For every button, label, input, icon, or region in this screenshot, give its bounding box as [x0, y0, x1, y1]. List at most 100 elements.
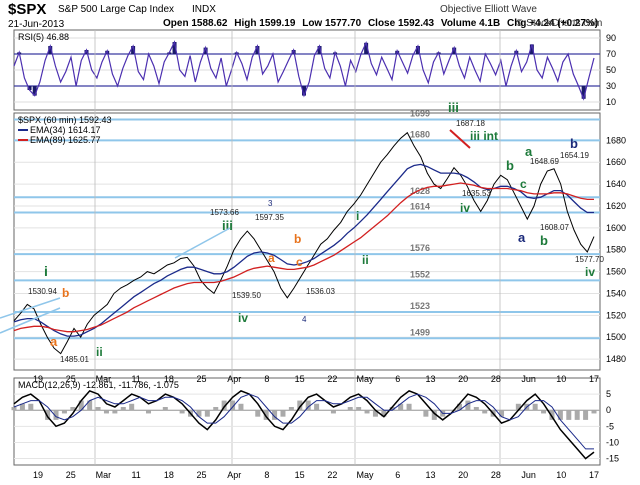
macd-x-label: Jun — [521, 470, 536, 480]
price-series-line — [13, 182, 594, 333]
macd-histogram-bar — [162, 407, 168, 411]
macd-x-label: 11 — [131, 470, 140, 480]
macd-histogram-bar — [574, 410, 580, 420]
fib-level-label: 1699 — [410, 109, 430, 119]
macd-histogram-bar — [103, 410, 109, 414]
fib-level-label: 1628 — [410, 186, 430, 196]
wave-annotation: a — [518, 230, 526, 245]
price-x-label: 11 — [131, 374, 140, 384]
price-x-label: 28 — [491, 374, 501, 384]
wave-annotation: 1648.69 — [530, 157, 559, 166]
wave-annotation: b — [294, 232, 301, 246]
date: 21-Jun-2013 — [8, 19, 65, 30]
fib-level-label: 1680 — [410, 129, 430, 139]
panel-frame-price — [13, 112, 601, 371]
volume-value: 4.1B — [479, 18, 501, 29]
price-tick-label: 1580 — [606, 245, 626, 255]
price-legend: $SPX (60 min) 1592.43 — [18, 115, 112, 125]
fib-level-label: 1523 — [410, 301, 430, 311]
macd-legend: MACD(12,26,9) -12.861, -11.786, -1.075 — [18, 380, 179, 390]
macd-histogram-bar — [347, 407, 353, 411]
volume-label: Volume — [440, 18, 477, 29]
fib-level-label: 1499 — [410, 327, 430, 337]
rsi-tick-label: 30 — [606, 81, 616, 91]
macd-x-label: Apr — [227, 470, 241, 480]
macd-x-label: 8 — [264, 470, 269, 480]
close-value: 1592.43 — [397, 18, 435, 29]
macd-x-label: 13 — [425, 470, 435, 480]
macd-histogram-bar — [61, 410, 67, 414]
macd-histogram-bar — [179, 410, 185, 414]
wave-annotation: c — [520, 177, 527, 191]
macd-histogram-bar — [364, 410, 370, 414]
close-label: Close — [367, 18, 396, 29]
macd-histogram-bar — [591, 410, 597, 414]
rsi-overbought-fill — [452, 47, 457, 54]
fib-level-label: 1576 — [410, 243, 430, 253]
wave-annotation: 1530.94 — [28, 287, 57, 296]
macd-x-label: 19 — [33, 470, 43, 480]
macd-histogram-bar — [45, 410, 51, 420]
macd-histogram-bar — [515, 403, 521, 411]
chg-value: +4.24 (+0.27%) — [529, 18, 599, 29]
macd-histogram-bar — [541, 410, 547, 414]
rsi-overbought-fill — [415, 46, 420, 54]
rsi-tick-label: 70 — [606, 49, 616, 59]
macd-x-label: 6 — [395, 470, 400, 480]
macd-histogram-bar — [230, 400, 236, 411]
macd-histogram-bar — [87, 400, 93, 411]
fib-level-label: 1614 — [410, 202, 430, 212]
macd-histogram-bar — [129, 403, 135, 411]
macd-x-label: 28 — [491, 470, 501, 480]
price-x-label: 20 — [458, 374, 468, 384]
macd-series-line — [13, 393, 594, 450]
macd-histogram-bar — [70, 407, 76, 411]
macd-histogram-bar — [499, 410, 505, 417]
rsi-oversold-fill — [27, 86, 32, 90]
price-tick-label: 1620 — [606, 201, 626, 211]
wave-annotation: 1635.53 — [462, 189, 491, 198]
rsi-overbought-fill — [529, 44, 534, 54]
macd-histogram-bar — [549, 410, 555, 420]
macd-x-label: 10 — [556, 470, 566, 480]
rsi-overbought-fill — [255, 46, 260, 54]
price-x-label: 17 — [589, 374, 599, 384]
price-tick-label: 1520 — [606, 310, 626, 320]
macd-x-label: 25 — [66, 470, 76, 480]
macd-histogram-bar — [314, 403, 320, 411]
trendline — [0, 297, 61, 319]
price-x-label: 6 — [395, 374, 400, 384]
macd-histogram-bar — [557, 410, 563, 420]
macd-histogram-bar — [406, 403, 412, 411]
wave-annotation: iii — [448, 100, 459, 115]
macd-histogram-bar — [305, 400, 311, 411]
wave-annotation: iii — [222, 218, 233, 233]
rsi-line — [13, 40, 595, 101]
macd-x-label: 25 — [197, 470, 207, 480]
wave-annotation: i — [356, 209, 359, 223]
macd-x-label: 18 — [164, 470, 174, 480]
price-x-label: 19 — [33, 374, 43, 384]
macd-histogram-bar — [238, 403, 244, 411]
trendline — [174, 227, 231, 259]
macd-histogram-bar — [457, 403, 463, 411]
price-x-label: 25 — [66, 374, 76, 384]
macd-histogram-bar — [213, 407, 219, 411]
macd-histogram-bar — [280, 410, 286, 417]
price-x-label: Jun — [521, 374, 536, 384]
wave-annotation: a — [525, 144, 533, 159]
price-tick-label: 1640 — [606, 179, 626, 189]
macd-histogram-bar — [532, 403, 538, 411]
wave-annotation: b — [570, 136, 578, 151]
wave-annotation: iv — [460, 201, 470, 215]
price-x-label: 10 — [556, 374, 566, 384]
macd-x-label: 17 — [589, 470, 599, 480]
symbol: $SPX — [8, 1, 47, 18]
wave-annotation: 1577.70 — [575, 255, 604, 264]
price-x-label: 15 — [295, 374, 305, 384]
wave-annotation: 1654.19 — [560, 151, 589, 160]
macd-histogram-bar — [95, 407, 101, 411]
rsi-oversold-fill — [32, 86, 37, 96]
macd-histogram-bar — [330, 410, 336, 414]
macd-x-label: 15 — [295, 470, 305, 480]
